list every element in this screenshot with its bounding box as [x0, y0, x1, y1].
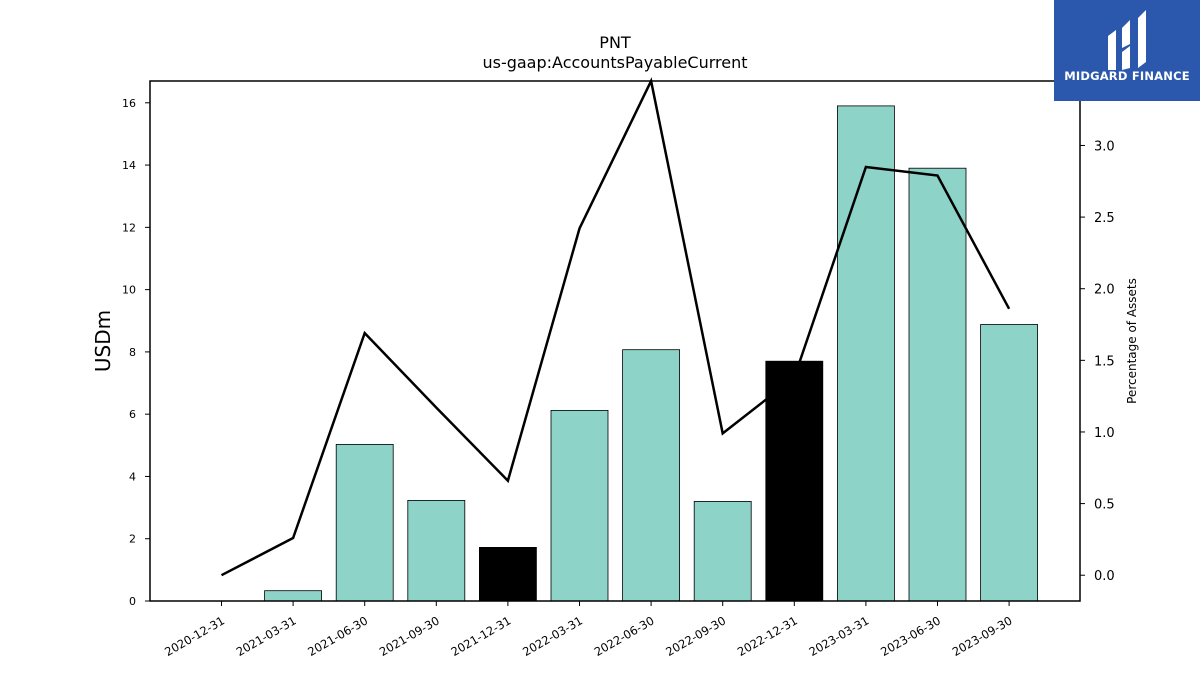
midgard-finance-logo: MIDGARD FINANCE	[1054, 0, 1200, 101]
bar-2022-06-30	[622, 349, 680, 602]
y-tick-label: 10	[122, 284, 136, 297]
x-tick-label: 2021-09-30	[377, 613, 442, 659]
bar-2021-03-31	[264, 590, 323, 602]
x-tick-label: 2022-09-30	[663, 613, 728, 659]
y2-axis-label: Percentage of Assets	[1125, 278, 1139, 404]
bar-2022-03-31	[550, 409, 609, 602]
y-tick-label: 12	[122, 221, 136, 234]
y2-tick-label: 1.0	[1094, 426, 1115, 441]
bar-2022-12-31	[765, 360, 824, 602]
y2-tick-label: 2.0	[1094, 283, 1115, 298]
x-tick-label: 2022-03-31	[520, 613, 585, 659]
x-tick-label: 2021-03-31	[234, 613, 299, 659]
y-axis-left: 0 2 4 6 8 10 12 14 16	[122, 97, 150, 608]
x-tick-label: 2022-12-31	[735, 613, 800, 659]
bar-2023-06-30	[908, 167, 967, 602]
x-tick-label: 2020-12-31	[162, 613, 227, 659]
bar-series	[264, 105, 1038, 602]
y-tick-label: 16	[122, 97, 136, 110]
plot-frame	[149, 80, 1081, 602]
y-axis-right: 0.0 0.5 1.0 1.5 2.0 2.5 3.0	[1080, 139, 1115, 584]
bar-2021-06-30	[335, 443, 394, 602]
midgard-logo-icon	[1108, 10, 1146, 70]
percentage-line	[220, 77, 1011, 577]
x-tick-label: 2023-03-31	[807, 613, 872, 659]
y-tick-label: 6	[129, 408, 136, 421]
y2-tick-label: 3.0	[1094, 139, 1115, 154]
y2-tick-label: 0.0	[1094, 569, 1115, 584]
y-tick-label: 4	[129, 470, 136, 483]
x-tick-label: 2022-06-30	[592, 613, 657, 659]
bar-2023-03-31	[837, 105, 895, 602]
bar-2021-12-31	[478, 547, 537, 602]
y2-tick-label: 1.5	[1094, 354, 1115, 369]
y-tick-label: 2	[129, 533, 136, 546]
chart-subtitle: us-gaap:AccountsPayableCurrent	[482, 53, 747, 72]
line-series	[220, 77, 1011, 577]
y-tick-label: 14	[122, 159, 136, 172]
y-tick-label: 0	[129, 595, 136, 608]
x-tick-label: 2023-06-30	[878, 613, 943, 659]
y2-tick-label: 2.5	[1094, 211, 1115, 226]
x-tick-label: 2021-06-30	[305, 613, 370, 659]
bar-2021-09-30	[407, 499, 466, 602]
x-tick-label: 2021-12-31	[449, 613, 514, 659]
logo-text: MIDGARD FINANCE	[1064, 69, 1190, 83]
chart-title: PNT	[599, 33, 631, 52]
y2-tick-label: 0.5	[1094, 498, 1115, 513]
x-axis: 2020-12-31 2021-03-31 2021-06-30 2021-09-30…	[162, 601, 1015, 659]
bar-2022-09-30	[693, 500, 752, 602]
y-axis-label: USDm	[91, 310, 115, 372]
y-tick-label: 8	[129, 346, 136, 359]
x-tick-label: 2023-09-30	[950, 613, 1015, 659]
bar-2023-09-30	[980, 324, 1038, 602]
